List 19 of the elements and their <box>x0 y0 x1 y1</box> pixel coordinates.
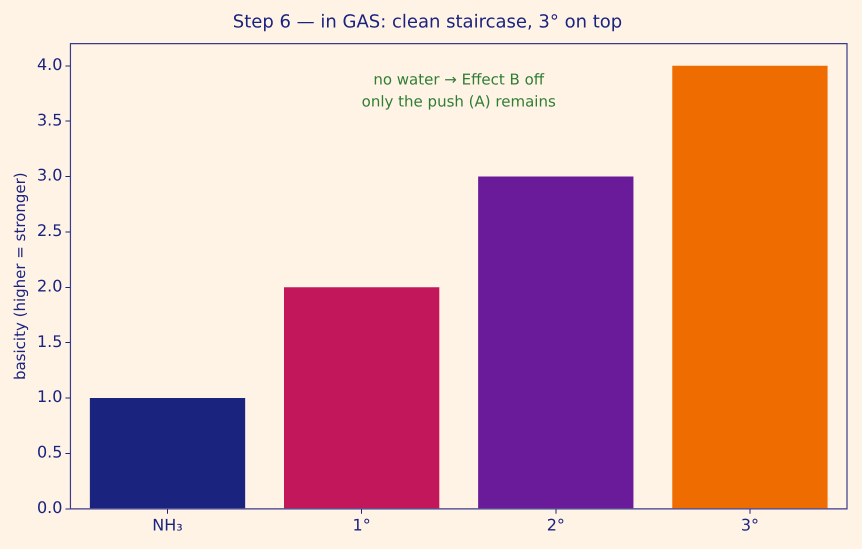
y-tick-label: 2.5 <box>36 221 62 240</box>
annotation: no water → Effect B off only the push (A) remains <box>362 70 556 110</box>
y-tick-label: 0.0 <box>36 498 62 517</box>
y-tick-label: 1.0 <box>36 387 62 406</box>
x-tick-label: 1° <box>352 516 371 535</box>
chart-title: Step 6 — in GAS: clean staircase, 3° on top <box>232 11 622 32</box>
y-tick-label: 2.0 <box>36 276 62 296</box>
x-tick-label: 2° <box>546 516 565 535</box>
y-tick-label: 1.5 <box>36 332 62 351</box>
bar <box>478 176 634 508</box>
y-tick-label: 3.5 <box>36 110 62 130</box>
x-tick-label: 3° <box>740 516 760 535</box>
x-tick-label: NH₃ <box>152 516 183 535</box>
y-tick-label: 4.0 <box>36 54 62 74</box>
y-axis-title: basicity (higher = stronger) <box>10 172 29 380</box>
y-tick-label: 0.5 <box>36 442 62 462</box>
bar <box>672 66 828 508</box>
bar <box>284 287 440 508</box>
y-tick-label: 3.0 <box>36 166 62 185</box>
